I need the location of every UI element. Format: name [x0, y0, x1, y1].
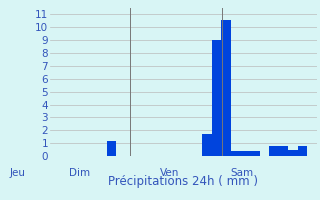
- Bar: [202, 134, 212, 156]
- Bar: [221, 20, 231, 156]
- Bar: [240, 151, 250, 156]
- Text: Dim: Dim: [69, 168, 90, 178]
- Bar: [107, 141, 116, 156]
- Bar: [231, 151, 240, 156]
- Text: Précipitations 24h ( mm ): Précipitations 24h ( mm ): [108, 175, 258, 188]
- Bar: [288, 150, 298, 156]
- Bar: [279, 146, 288, 156]
- Text: Ven: Ven: [160, 168, 180, 178]
- Bar: [269, 146, 279, 156]
- Bar: [212, 40, 221, 156]
- Bar: [298, 146, 307, 156]
- Text: Sam: Sam: [230, 168, 253, 178]
- Text: Jeu: Jeu: [10, 168, 26, 178]
- Bar: [250, 151, 260, 156]
